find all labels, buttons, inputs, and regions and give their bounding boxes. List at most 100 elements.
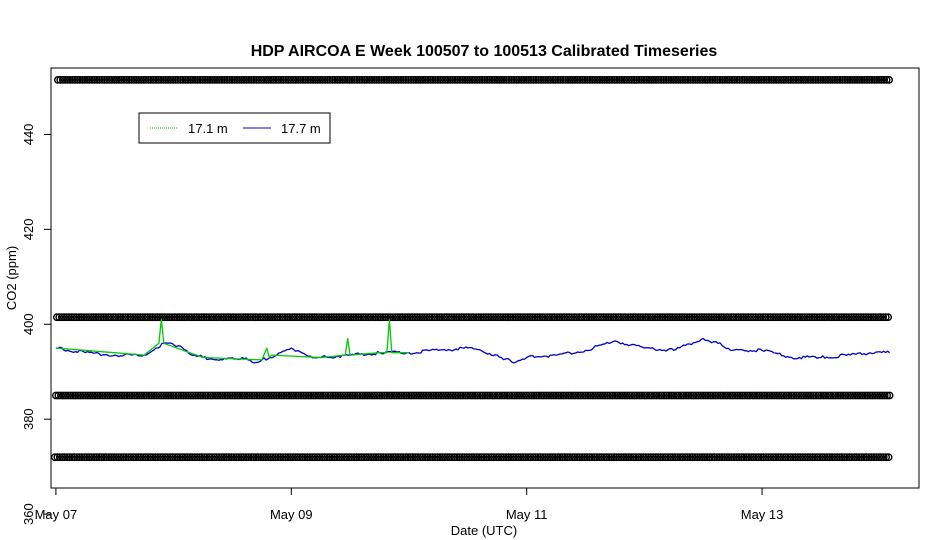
calibration-point	[296, 76, 305, 84]
calibration-point	[312, 313, 321, 322]
calibration-point	[147, 391, 156, 400]
calibration-point	[137, 76, 146, 84]
calibration-point	[455, 453, 464, 462]
calibration-point	[370, 76, 379, 84]
calibration-point	[691, 453, 699, 462]
calibration-point	[602, 453, 611, 462]
calibration-point	[563, 453, 572, 462]
y-tick-label: 420	[21, 219, 36, 241]
calibration-point	[772, 391, 781, 400]
calibration-point	[296, 453, 304, 462]
calibration-point	[423, 313, 431, 322]
calibration-point	[176, 453, 184, 462]
calibration-point	[597, 313, 606, 322]
calibration-point	[684, 391, 693, 400]
calibration-point	[195, 453, 204, 462]
calibration-point	[675, 313, 684, 322]
calibration-point	[276, 453, 285, 462]
calibration-point	[313, 76, 322, 84]
calibration-point	[843, 76, 852, 84]
calibration-point	[726, 391, 735, 400]
calibration-point	[352, 313, 360, 322]
calibration-point	[231, 313, 240, 322]
calibration-point	[87, 313, 96, 322]
calibration-point	[767, 76, 776, 84]
calibration-point	[569, 391, 578, 400]
calibration-point	[565, 453, 574, 462]
calibration-point	[857, 453, 866, 462]
calibration-point	[303, 313, 311, 322]
calibration-point	[199, 391, 207, 400]
calibration-point	[198, 76, 207, 84]
calibration-point	[630, 76, 638, 84]
calibration-point	[606, 391, 614, 400]
calibration-point	[741, 391, 749, 400]
calibration-point	[573, 76, 582, 84]
calibration-point	[814, 391, 823, 400]
calibration-point	[56, 76, 65, 84]
calibration-point	[132, 391, 141, 400]
calibration-point	[721, 391, 730, 400]
calibration-point	[511, 313, 520, 322]
calibration-point	[817, 391, 825, 400]
calibration-point	[305, 313, 314, 322]
calibration-point	[680, 313, 689, 322]
calibration-point	[875, 76, 884, 84]
calibration-point	[232, 453, 241, 462]
calibration-point	[197, 313, 206, 322]
calibration-point	[843, 453, 851, 462]
calibration-point	[611, 391, 619, 400]
calibration-point	[364, 453, 373, 462]
calibration-point	[545, 313, 554, 322]
calibration-point	[619, 453, 628, 462]
calibration-point	[744, 313, 753, 322]
calibration-point	[770, 391, 779, 400]
calibration-point	[218, 391, 227, 400]
calibration-point	[733, 76, 741, 84]
calibration-point	[230, 76, 239, 84]
calibration-point	[544, 391, 553, 400]
calibration-point	[130, 391, 139, 400]
calibration-point	[564, 76, 572, 84]
calibration-point	[151, 313, 159, 322]
calibration-point	[658, 313, 667, 322]
calibration-point	[771, 313, 780, 322]
calibration-point	[152, 391, 161, 400]
calibration-point	[275, 391, 283, 400]
calibration-point	[629, 453, 638, 462]
calibration-point	[159, 391, 168, 400]
calibration-point	[409, 391, 418, 400]
calibration-point	[512, 76, 521, 84]
calibration-point	[834, 391, 842, 400]
calibration-point	[847, 313, 856, 322]
calibration-point	[308, 453, 317, 462]
calibration-point	[575, 313, 584, 322]
calibration-point	[539, 76, 548, 84]
calibration-point	[207, 453, 216, 462]
calibration-point	[224, 313, 233, 322]
calibration-point	[809, 76, 817, 84]
calibration-point	[495, 391, 504, 400]
calibration-point	[277, 76, 285, 84]
y-axis-label: CO2 (ppm)	[4, 246, 19, 310]
calibration-point	[354, 313, 363, 322]
plot-frame	[50, 67, 920, 489]
calibration-point	[109, 453, 118, 462]
calibration-point	[423, 453, 432, 462]
calibration-point	[164, 76, 173, 84]
calibration-point	[399, 453, 407, 462]
calibration-point	[375, 391, 384, 400]
calibration-point	[850, 76, 859, 84]
calibration-point	[800, 313, 809, 322]
calibration-point	[478, 76, 486, 84]
calibration-point	[314, 391, 323, 400]
calibration-point	[409, 76, 418, 84]
calibration-point	[801, 76, 810, 84]
calibration-point	[421, 453, 430, 462]
calibration-point	[370, 391, 379, 400]
calibration-point	[120, 76, 129, 84]
calibration-point	[840, 313, 848, 322]
calibration-point	[558, 313, 566, 322]
calibration-point	[293, 453, 302, 462]
